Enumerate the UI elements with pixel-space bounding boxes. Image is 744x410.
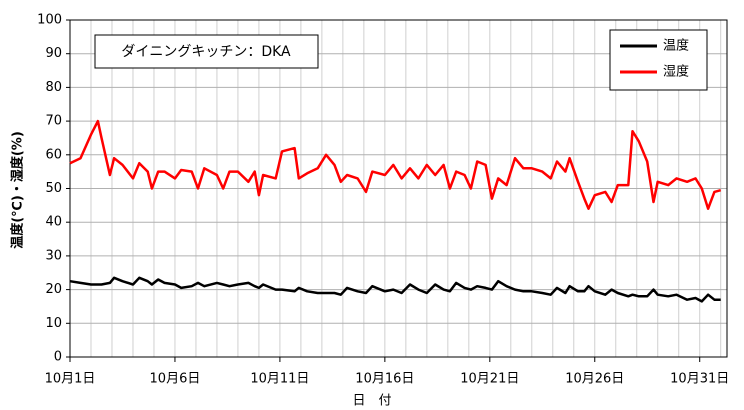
x-tick-label: 10月21日: [460, 372, 519, 387]
series-line: [69, 276, 721, 303]
y-tick-label: 100: [37, 13, 62, 28]
x-tick-label: 10月31日: [670, 372, 729, 387]
legend-label: 湿度: [663, 64, 689, 80]
x-tick-label: 10月26日: [565, 372, 624, 387]
y-tick-label: 20: [45, 282, 62, 297]
y-tick-label: 60: [45, 147, 62, 162]
y-tick-label: 10: [45, 316, 62, 331]
legend-box: [609, 29, 708, 91]
y-tick-label: 30: [45, 248, 62, 263]
plot-border: [69, 19, 728, 358]
x-tick-label: 10月11日: [250, 372, 309, 387]
y-tick-label: 90: [45, 46, 62, 61]
y-tick-label: 70: [45, 114, 62, 129]
series-line: [69, 119, 722, 210]
y-tick-label: 40: [45, 215, 62, 230]
annotation-box: [94, 34, 319, 69]
y-tick-label: 50: [45, 181, 62, 196]
y-axis-label: 温度(℃)・湿度(%): [10, 131, 26, 249]
y-tick-label: 80: [45, 80, 62, 95]
annotation: ダイニングキッチン：DKA: [121, 44, 291, 60]
legend-label: 温度: [663, 38, 689, 54]
x-tick-label: 10月6日: [150, 372, 201, 387]
x-tick-label: 10月1日: [45, 372, 96, 387]
y-tick-label: 0: [54, 350, 62, 365]
x-tick-label: 10月16日: [355, 372, 414, 387]
x-axis-label: 日 付: [352, 394, 391, 409]
